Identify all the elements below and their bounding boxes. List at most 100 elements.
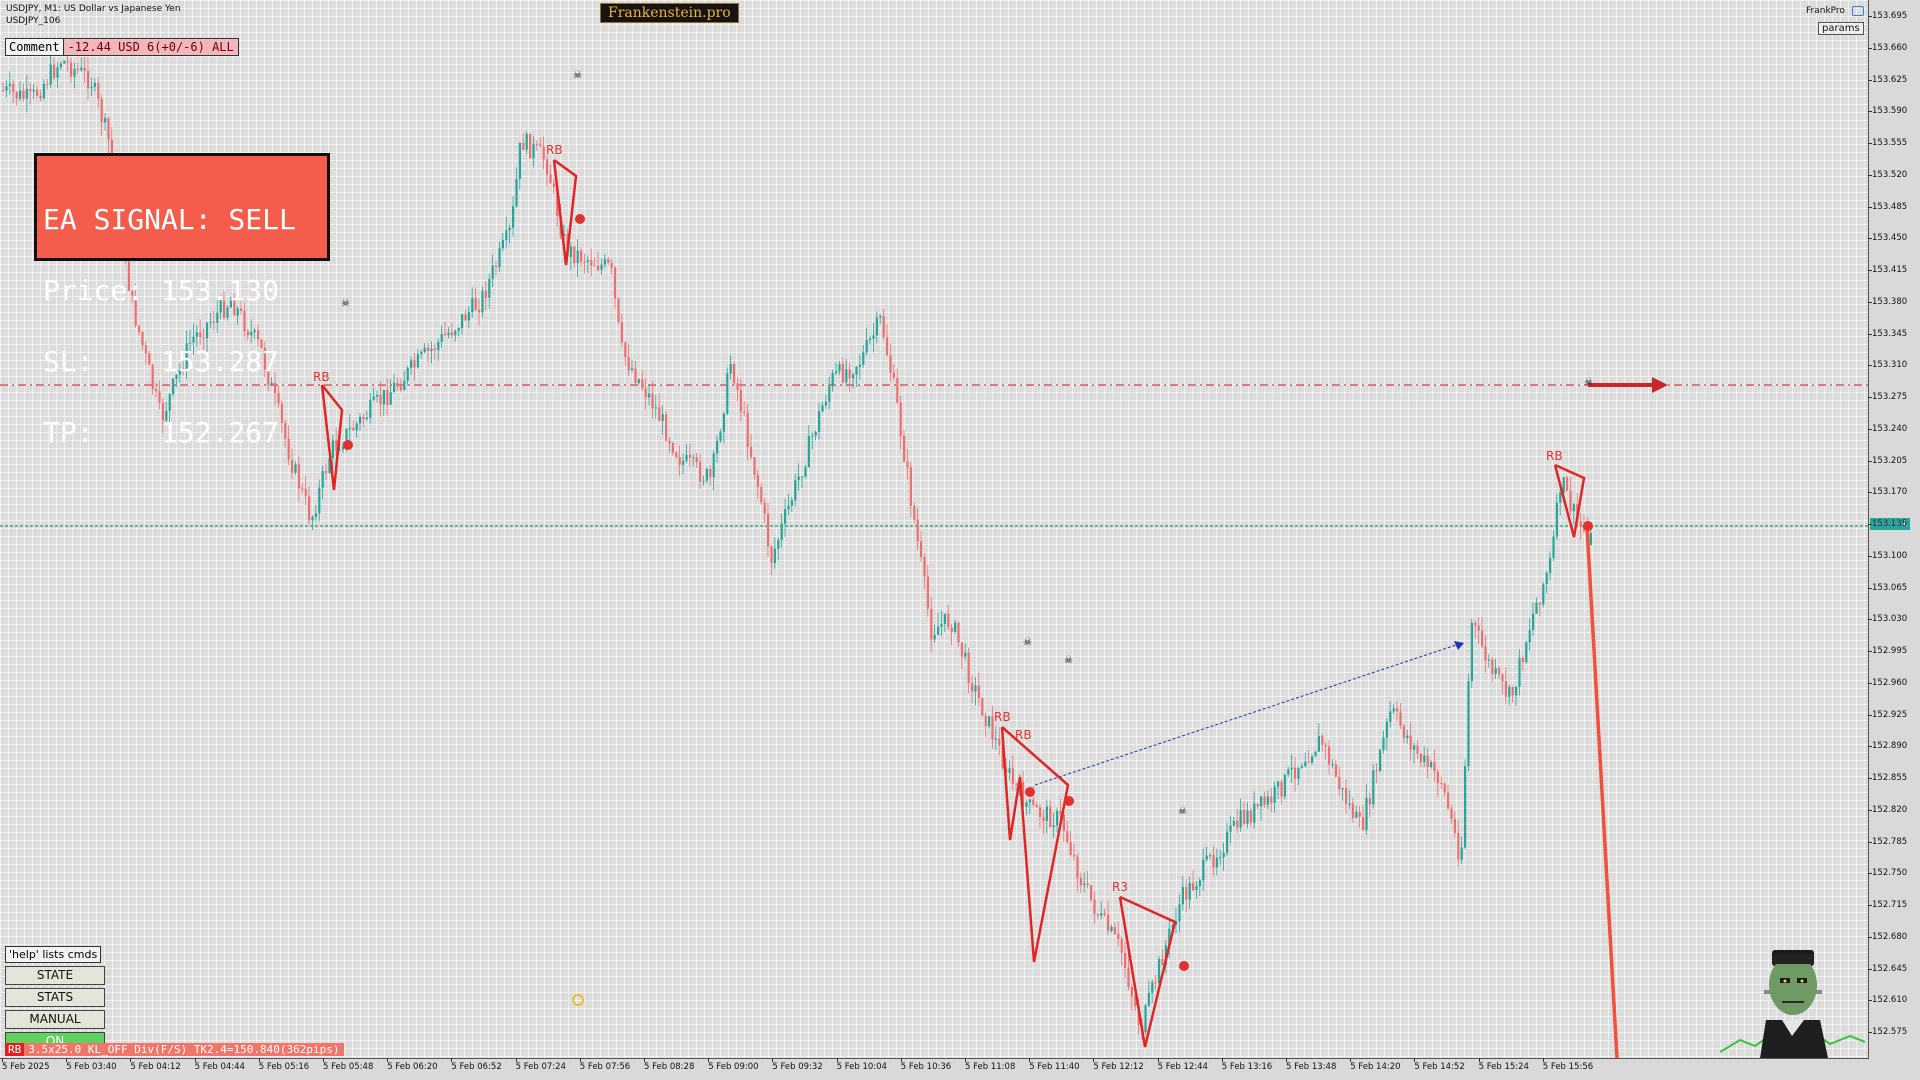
candle-body — [365, 417, 368, 420]
candle-body — [209, 321, 212, 323]
candle-body — [1045, 806, 1048, 821]
stats-button[interactable]: STATS — [5, 988, 105, 1007]
candle-body — [97, 82, 100, 99]
manual-button[interactable]: MANUAL — [5, 1010, 105, 1029]
candle-body — [359, 416, 362, 424]
time-tick — [579, 1058, 581, 1062]
candle-body — [297, 464, 300, 489]
candle-body — [767, 513, 770, 547]
candle-body — [457, 328, 460, 331]
candle-body — [36, 89, 39, 96]
candle-body — [168, 393, 171, 411]
time-tick — [515, 1058, 517, 1062]
candle-body — [1341, 787, 1344, 790]
candle-body — [505, 230, 508, 241]
candle-body — [974, 685, 977, 692]
candle-body — [1161, 958, 1164, 966]
candle-body — [535, 143, 538, 145]
candle-body — [49, 64, 52, 85]
candle-body — [216, 312, 219, 323]
candle-body — [495, 265, 498, 267]
candle-body — [1178, 904, 1181, 922]
candle-body — [886, 337, 889, 356]
candle-body — [100, 98, 103, 123]
candle-body — [692, 457, 695, 459]
candle-body — [811, 435, 814, 437]
order-marker-icon — [1583, 521, 1593, 531]
candle-body — [1555, 502, 1558, 537]
candle-body — [668, 440, 671, 444]
candle-body — [573, 246, 576, 264]
candle-body — [1504, 681, 1507, 697]
time-tick — [451, 1058, 453, 1062]
candle-body — [722, 413, 725, 432]
candle-body — [937, 626, 940, 635]
candle-body — [42, 83, 45, 99]
candle-body — [991, 716, 994, 740]
candle-body — [393, 382, 396, 392]
candle-body — [229, 300, 232, 308]
candlestick-chart[interactable] — [0, 0, 1868, 1058]
time-tick — [1093, 1058, 1095, 1062]
time-tick — [644, 1058, 645, 1062]
candle-body — [1396, 708, 1399, 712]
candle-body — [797, 476, 800, 481]
candle-body — [852, 374, 855, 379]
price-tick — [1868, 682, 1872, 684]
state-button[interactable]: STATE — [5, 966, 105, 985]
candle-body — [1113, 926, 1116, 934]
candle-body — [603, 259, 606, 265]
candle-body — [352, 427, 355, 431]
time-label: 5 Feb 03:40 — [66, 1062, 117, 1072]
candle-body — [46, 83, 49, 85]
brand-logo[interactable]: Frankenstein.pro — [600, 3, 739, 23]
candle-body — [838, 363, 841, 372]
candle-body — [1549, 558, 1552, 573]
candle-body — [481, 290, 484, 313]
candle-body — [858, 364, 861, 367]
candle-body — [1311, 756, 1314, 763]
candle-body — [801, 476, 804, 478]
candle-body — [219, 300, 222, 313]
price-tick — [1868, 79, 1872, 81]
candle-body — [318, 487, 321, 514]
help-hint[interactable]: 'help' lists cmds — [5, 946, 102, 963]
candle-body — [32, 89, 35, 92]
candle-body — [994, 738, 997, 740]
candle-body — [501, 240, 504, 249]
candle-body — [76, 68, 79, 71]
price-tick — [1868, 270, 1872, 271]
price-tick — [1868, 333, 1872, 335]
candle-body — [705, 468, 708, 481]
candle-body — [1008, 768, 1011, 773]
params-button[interactable]: params — [1818, 22, 1864, 35]
candle-body — [556, 186, 559, 217]
candle-body — [777, 539, 780, 549]
comment-value: -12.44 USD 6(+0/-6) ALL — [63, 38, 239, 56]
price-tick — [1868, 809, 1872, 811]
candle-body — [631, 368, 634, 371]
candle-body — [308, 496, 311, 521]
candle-body — [964, 652, 967, 657]
candle-body — [892, 372, 895, 378]
candle-body — [1447, 792, 1450, 809]
price-tick — [1868, 174, 1872, 176]
candle-body — [199, 332, 202, 338]
graduation-cap-icon — [1852, 6, 1864, 16]
candle-body — [1083, 883, 1086, 886]
rb-triangle-1 — [320, 384, 344, 491]
candle-body — [478, 309, 481, 313]
candle-body — [1232, 821, 1235, 826]
price-tick — [1868, 397, 1872, 398]
comment-label[interactable]: Comment — [5, 38, 64, 56]
status-tag: RB — [5, 1043, 25, 1056]
time-tick — [1478, 1058, 1480, 1062]
candle-body — [165, 410, 168, 421]
candle-body — [597, 265, 600, 270]
candle-body — [746, 412, 749, 447]
candle-body — [654, 407, 657, 409]
candle-body — [879, 316, 882, 318]
candle-body — [750, 446, 753, 458]
candle-body — [311, 516, 314, 521]
candle-body — [1464, 766, 1467, 848]
